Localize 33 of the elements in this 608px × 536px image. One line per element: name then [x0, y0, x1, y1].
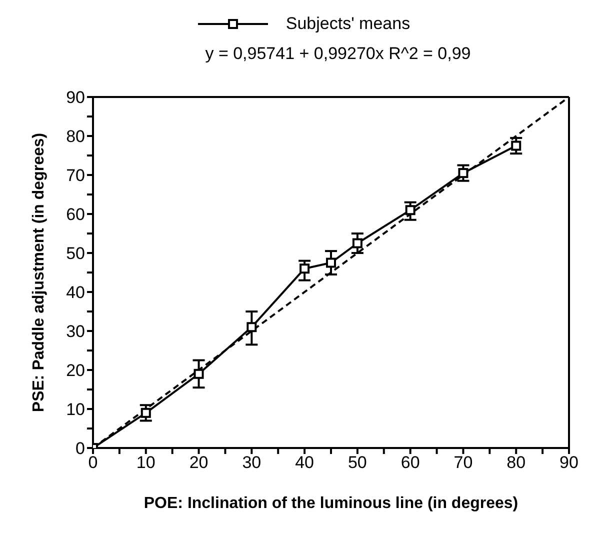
x-axis-title: POE: Inclination of the luminous line (in degrees): [144, 495, 518, 512]
y-tick-label: 40: [66, 283, 85, 302]
legend-label: Subjects' means: [286, 14, 410, 34]
y-tick-label: 50: [66, 244, 85, 264]
point: [194, 368, 204, 379]
x-tick-label: 10: [136, 453, 156, 472]
x-tick-label: 60: [400, 453, 420, 472]
y-axis-title: PSE: Paddle adjustment (in degrees): [30, 132, 48, 412]
x-tick-label: 80: [506, 453, 526, 472]
y-tick-label: 30: [66, 322, 85, 342]
y-tick-label: 80: [66, 127, 85, 146]
y-tick-label: 0: [76, 439, 85, 458]
x-tick-label: 90: [560, 453, 578, 472]
point: [511, 140, 522, 151]
point: [458, 168, 468, 178]
point: [326, 258, 336, 268]
point: [352, 238, 362, 248]
point: [246, 322, 257, 332]
x-tick-label: 40: [295, 453, 314, 472]
y-tick-label: 60: [66, 205, 85, 224]
x-tick-label: 50: [348, 453, 367, 472]
point: [140, 408, 151, 418]
y-tick-label: 10: [66, 400, 85, 420]
x-tick-label: 30: [242, 453, 262, 472]
y-tick-label: 70: [66, 166, 85, 186]
y-tick-label: 20: [66, 361, 85, 380]
x-tick-label: 0: [88, 453, 98, 472]
x-tick-label: 20: [189, 453, 208, 472]
x-tick-label: 70: [454, 453, 473, 472]
point: [405, 205, 416, 216]
text: y = 0,95741 + 0,99270x R^2 = 0,99: [204, 44, 472, 64]
point: [300, 264, 310, 274]
y-tick-label: 90: [66, 88, 85, 108]
